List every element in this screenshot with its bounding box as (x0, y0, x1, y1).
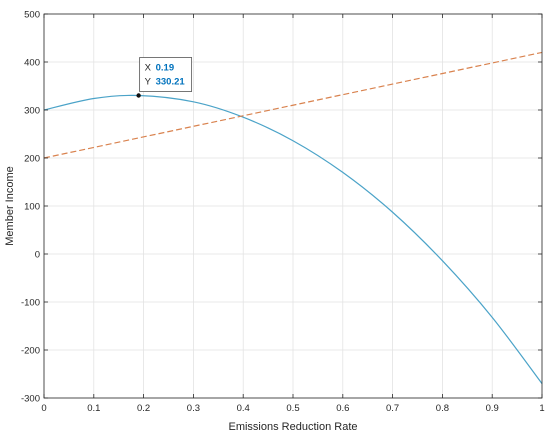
datatip-marker[interactable] (136, 93, 141, 98)
x-tick-label: 0.8 (436, 403, 449, 414)
x-tick-label: 0 (41, 403, 46, 414)
y-tick-label: 0 (35, 250, 40, 261)
y-tick-label: -200 (21, 346, 40, 357)
series-group (43, 51, 543, 384)
datatip-box[interactable] (139, 57, 193, 92)
x-tick-label: 0.2 (137, 403, 150, 414)
y-axis-label: Member Income (4, 166, 16, 245)
x-tick-label: 0.4 (237, 403, 250, 414)
x-tick-label: 0.9 (486, 403, 499, 414)
x-tick-label: 0.1 (87, 403, 100, 414)
datatip-y-value: 330.21 (156, 76, 186, 87)
y-tick-label: 500 (24, 10, 40, 21)
y-tick-label: 100 (24, 202, 40, 213)
x-tick-label: 0.6 (336, 403, 349, 414)
datatip-y-label: Y (145, 76, 152, 87)
x-tick-label: 0.5 (286, 403, 299, 414)
series-line-1 (43, 94, 543, 384)
series-line-2 (43, 51, 543, 159)
y-tick-label: -100 (21, 298, 40, 309)
datatip[interactable]: X 0.19 Y 330.21 (136, 57, 193, 98)
y-tick-label: 300 (24, 106, 40, 117)
x-tick-label: 0.3 (187, 403, 200, 414)
ticks: 0 0.1 0.2 0.3 0.4 0.5 0.6 0.7 0.8 0.9 1 -300 -200 -10… (21, 10, 545, 415)
x-tick-label: 0.7 (386, 403, 399, 414)
datatip-x-label: X (145, 62, 152, 73)
x-axis-label: Emissions Reduction Rate (228, 421, 357, 433)
y-tick-label: -300 (21, 394, 40, 405)
y-tick-label: 200 (24, 154, 40, 165)
x-tick-label: 1 (539, 403, 544, 414)
y-tick-label: 400 (24, 58, 40, 69)
datatip-x-value: 0.19 (156, 62, 175, 73)
